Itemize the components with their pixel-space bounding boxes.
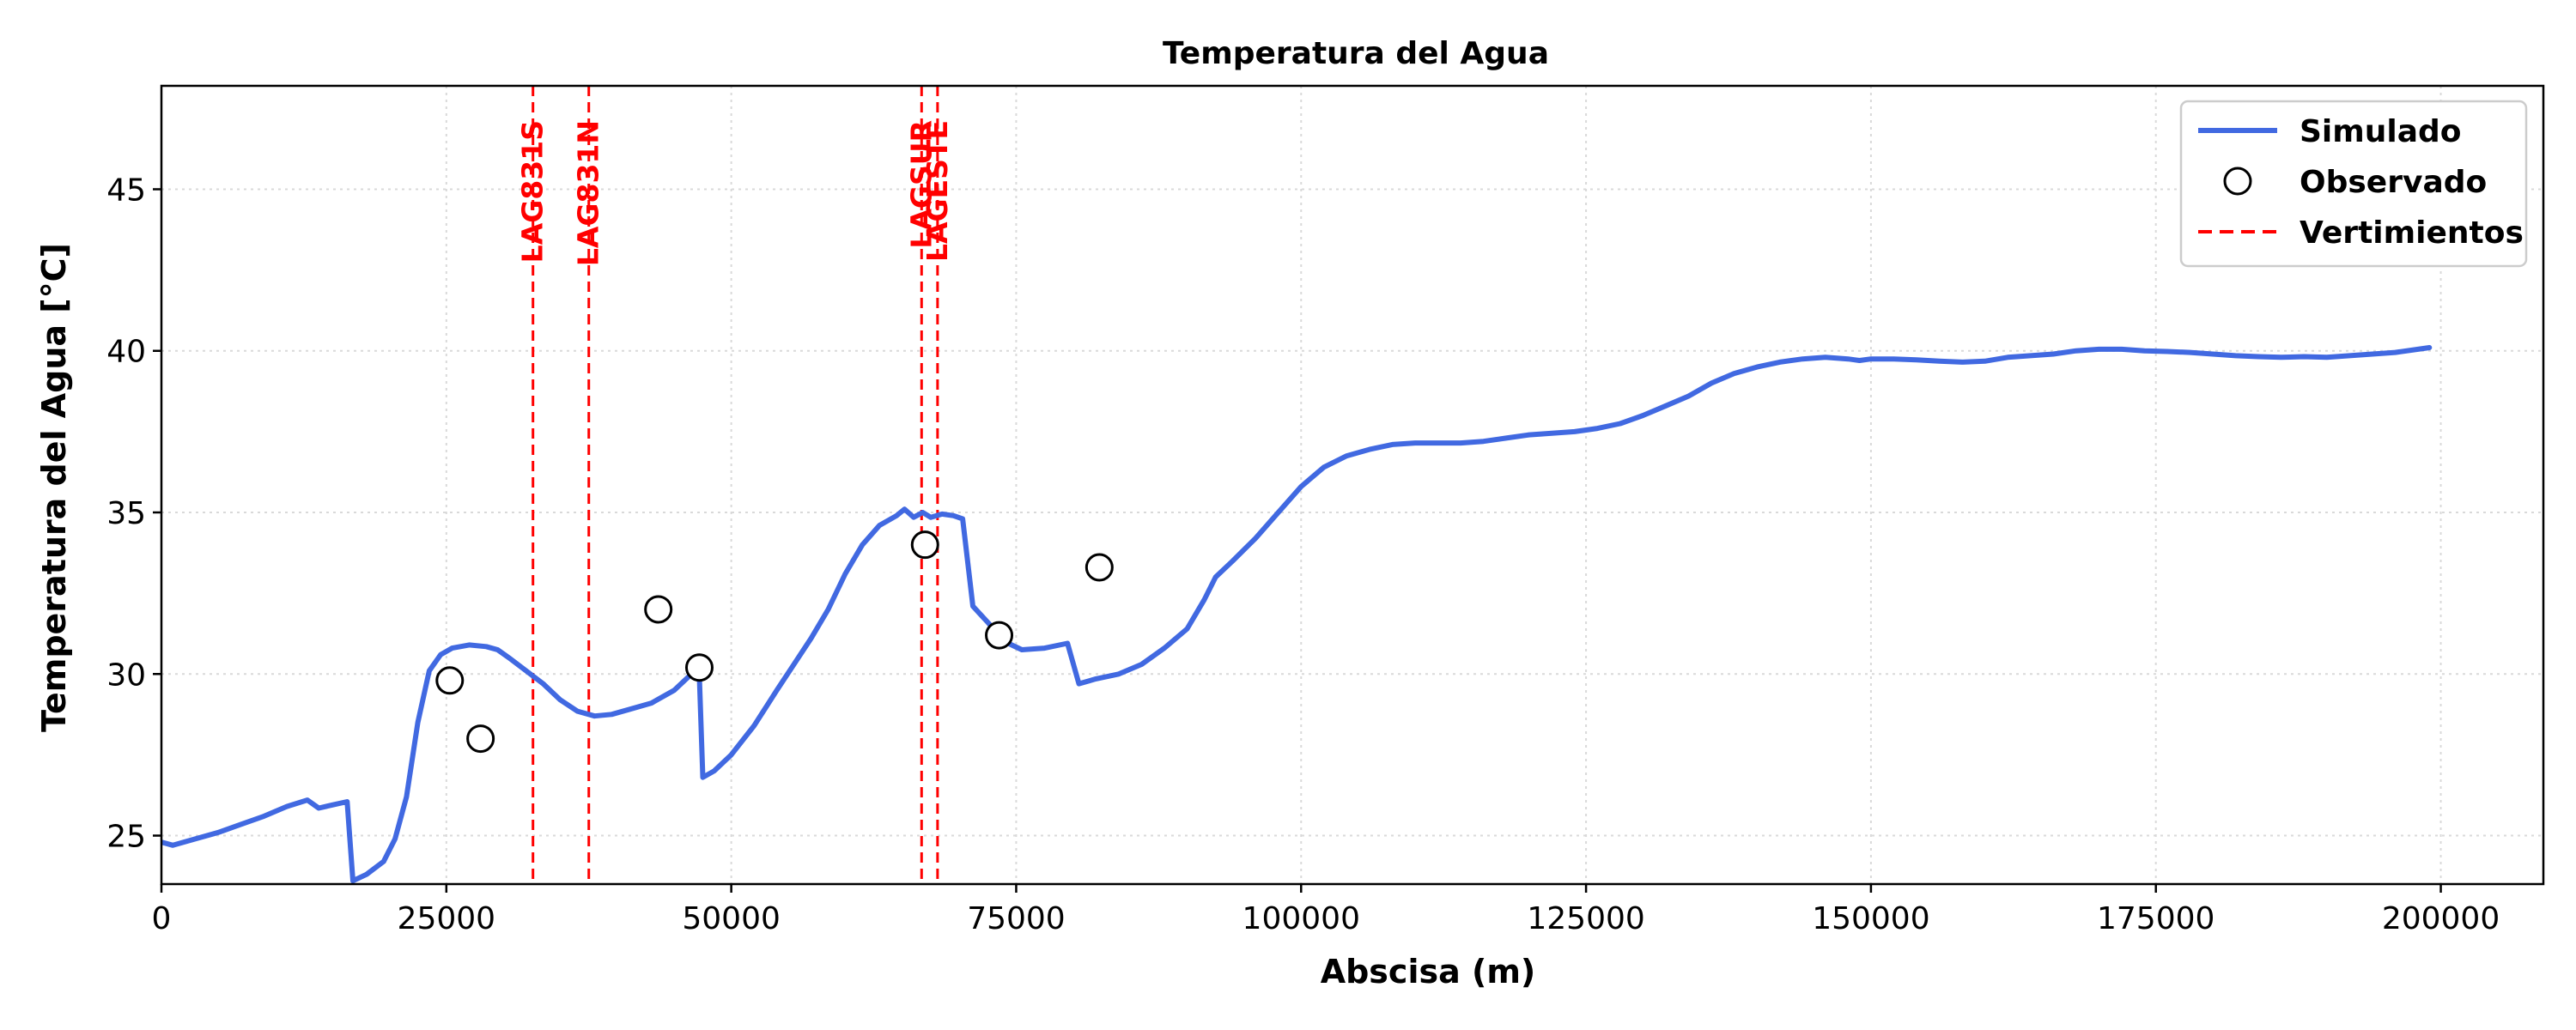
y-tick-label: 40 <box>106 335 146 370</box>
x-tick-label: 200000 <box>2382 901 2500 936</box>
y-tick-label: 35 <box>106 496 146 531</box>
vertimiento-label: LAG831N <box>572 120 605 266</box>
legend-observado-marker <box>2223 167 2252 196</box>
x-axis: 0 25000 50000 75000 100000 125000 150000 175000… <box>152 884 2500 936</box>
observado-point <box>466 724 495 754</box>
plot-area <box>161 86 2433 884</box>
y-axis: 25 30 35 40 45 <box>106 173 161 855</box>
x-tick-label: 150000 <box>1812 901 1929 936</box>
x-tick-label: 100000 <box>1242 901 1360 936</box>
chart-title: Temperatura del Agua <box>1163 36 1549 71</box>
legend-observado-label: Observado <box>2300 165 2487 200</box>
x-tick-label: 50000 <box>682 901 781 936</box>
legend-vertimientos-label: Vertimientos <box>2300 215 2524 251</box>
observado-point <box>644 595 673 624</box>
x-tick-label: 25000 <box>398 901 496 936</box>
observado-point <box>684 653 714 682</box>
vertimiento-label: LAG831S <box>516 120 550 263</box>
legend-simulado-label: Simulado <box>2300 114 2462 149</box>
legend-box <box>2179 100 2528 268</box>
y-tick-label: 25 <box>106 820 146 855</box>
observado-point <box>985 621 1014 650</box>
vertimiento-label: LAGSUR <box>904 120 938 249</box>
observado-point <box>910 530 939 560</box>
x-axis-title: Abscisa (m) <box>1321 953 1536 991</box>
x-tick-label: 0 <box>152 901 172 936</box>
simulado-series-line <box>161 345 2433 884</box>
vertimiento-label: LAGESTE <box>920 120 954 262</box>
x-tick-label: 75000 <box>967 901 1066 936</box>
plot-frame <box>160 84 2545 886</box>
observado-point <box>1084 553 1114 582</box>
legend: Simulado Observado Vertimientos <box>2179 100 2528 268</box>
x-tick-label: 175000 <box>2097 901 2215 936</box>
observado-point <box>435 666 465 695</box>
x-tick-label: 125000 <box>1527 901 1644 936</box>
y-tick-label: 45 <box>106 173 146 208</box>
y-tick-label: 30 <box>106 657 146 693</box>
y-axis-title: Temperatura del Agua [°C] <box>35 243 73 732</box>
